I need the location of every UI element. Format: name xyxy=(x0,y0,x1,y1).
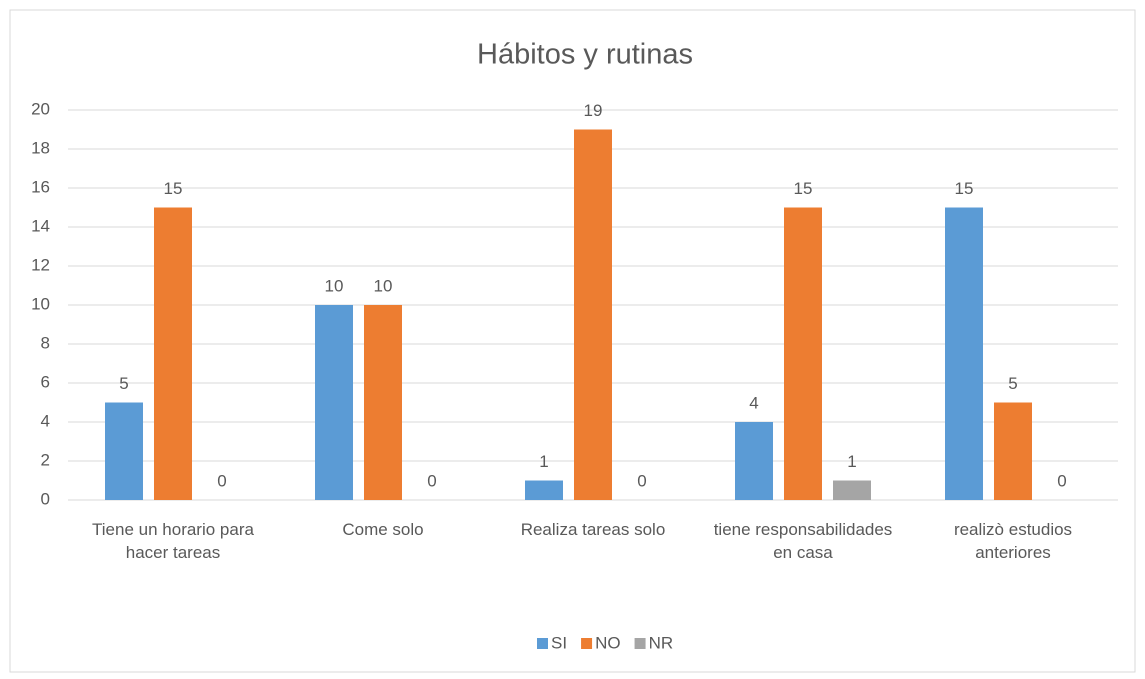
chart-title: Hábitos y rutinas xyxy=(477,39,693,71)
data-label: 1 xyxy=(539,452,548,471)
legend-label: NR xyxy=(649,633,674,652)
x-tick-label: Realiza tareas solo xyxy=(521,520,666,539)
y-tick-label: 14 xyxy=(31,216,50,235)
bar xyxy=(525,480,563,500)
legend-label: NO xyxy=(595,633,621,652)
bar xyxy=(574,129,612,500)
y-tick-label: 2 xyxy=(41,450,50,469)
legend-swatch xyxy=(537,638,548,649)
bar xyxy=(784,207,822,500)
x-tick-label: Come solo xyxy=(342,520,423,539)
data-label: 15 xyxy=(794,179,813,198)
bar xyxy=(945,207,983,500)
data-label: 4 xyxy=(749,393,758,412)
y-tick-label: 4 xyxy=(41,411,50,430)
data-label: 5 xyxy=(119,374,128,393)
y-tick-label: 20 xyxy=(31,99,50,118)
y-tick-label: 0 xyxy=(41,489,50,508)
x-tick-label: realizò estudios anteriores xyxy=(954,520,1072,562)
data-label: 19 xyxy=(584,101,603,120)
y-tick-label: 18 xyxy=(31,138,50,157)
bar xyxy=(364,305,402,500)
data-label: 0 xyxy=(637,471,646,490)
x-tick-label: tiene responsabilidades en casa xyxy=(714,520,893,562)
data-label: 10 xyxy=(374,276,393,295)
bar xyxy=(315,305,353,500)
data-label: 0 xyxy=(1057,471,1066,490)
data-label: 15 xyxy=(164,179,183,198)
bar xyxy=(994,402,1032,500)
y-tick-label: 8 xyxy=(41,333,50,352)
bar xyxy=(105,402,143,500)
y-tick-label: 16 xyxy=(31,177,50,196)
data-label: 0 xyxy=(427,471,436,490)
data-label: 5 xyxy=(1008,374,1017,393)
legend-swatch xyxy=(581,638,593,649)
y-tick-label: 12 xyxy=(31,255,50,274)
y-tick-label: 6 xyxy=(41,372,50,391)
y-tick-label: 10 xyxy=(31,294,50,313)
legend-swatch xyxy=(634,638,646,649)
data-label: 10 xyxy=(325,276,344,295)
data-label: 0 xyxy=(217,471,226,490)
bar xyxy=(154,207,192,500)
data-label: 15 xyxy=(955,179,974,198)
bar xyxy=(833,480,871,500)
data-label: 1 xyxy=(847,452,856,471)
bar xyxy=(735,422,773,500)
legend-label: SI xyxy=(551,633,567,652)
x-tick-label: Tiene un horario para hacer tareas xyxy=(92,520,254,562)
